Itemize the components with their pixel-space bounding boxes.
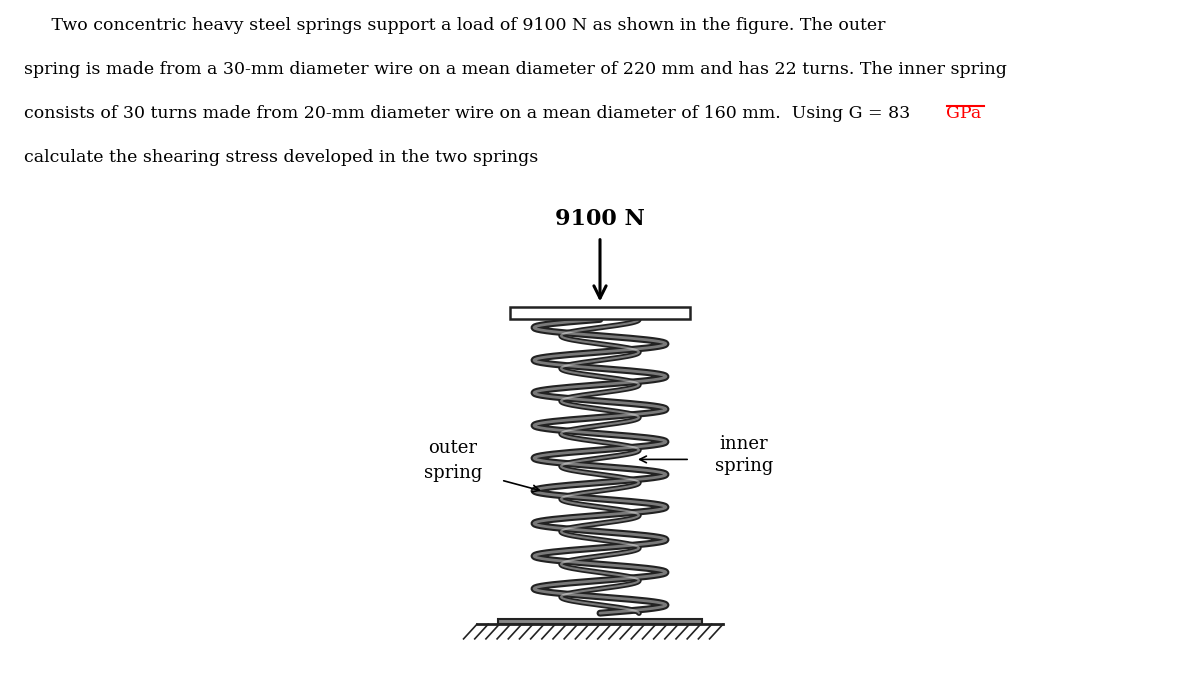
Text: consists of 30 turns made from 20-mm diameter wire on a mean diameter of 160 mm.: consists of 30 turns made from 20-mm dia… [24, 105, 916, 122]
Text: spring: spring [715, 458, 773, 475]
Text: spring is made from a 30-mm diameter wire on a mean diameter of 220 mm and has 2: spring is made from a 30-mm diameter wir… [24, 61, 1007, 78]
Text: Two concentric heavy steel springs support a load of 9100 N as shown in the figu: Two concentric heavy steel springs suppo… [24, 17, 886, 34]
Text: calculate the shearing stress developed in the two springs: calculate the shearing stress developed … [24, 148, 539, 165]
Text: GPa: GPa [946, 105, 980, 122]
Bar [498, 619, 702, 624]
Text: spring: spring [424, 464, 482, 483]
Text: inner: inner [720, 435, 768, 452]
Text: 9100 N: 9100 N [556, 208, 644, 230]
Text: outer: outer [428, 439, 478, 457]
Bar [510, 306, 690, 319]
